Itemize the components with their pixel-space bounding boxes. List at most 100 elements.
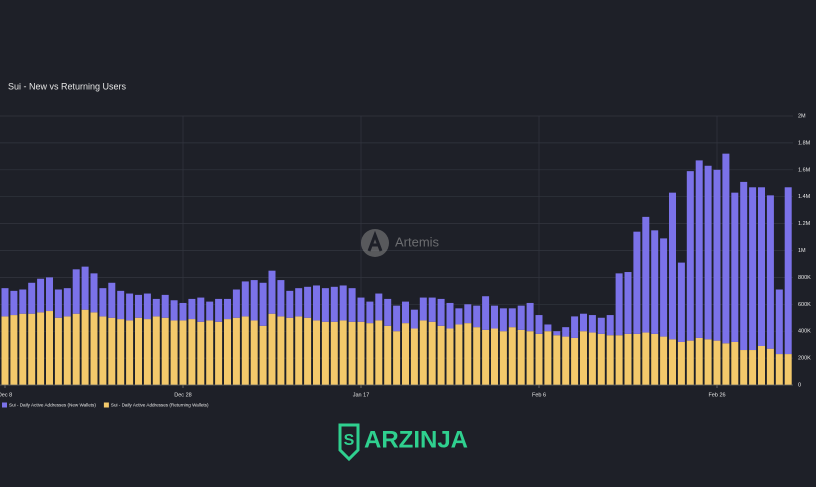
bar-segment [19,289,27,314]
bar-segment [206,301,214,321]
bar-segment [224,298,231,320]
bar-segment [553,331,561,336]
bar-segment [357,321,365,385]
bar-segment [517,329,525,385]
bar-segment [642,332,650,385]
brand-text: ARZINJA [364,426,468,453]
bar-segment [428,297,436,322]
bar-segment [749,350,757,385]
bar-segment [695,337,703,385]
bar-segment [624,333,632,385]
bar-segment [722,153,730,344]
x-tick-label: Feb 26 [708,392,725,398]
bar-segment [179,320,187,385]
bar-segment [99,288,107,317]
bar-segment [108,282,116,318]
y-tick-label: 1.2M [798,221,811,227]
plot: 0 200K 400K 600K 800K 1M 1.2M 1.4M 1.6M 1.8M 2M Dec… [0,113,811,408]
bar-segment [740,181,748,351]
bar-segment [232,317,240,385]
y-tick-label: 800K [798,275,811,281]
bar-segment [446,302,454,329]
bar-segment [126,320,134,385]
bar-segment [571,337,579,385]
bar-segment [339,285,347,321]
bar-segment [375,320,383,385]
chart-title: Sui - New vs Returning Users [8,81,127,91]
bar-segment [330,286,338,322]
bar-segment [259,282,267,326]
bar-segment [295,316,303,385]
bar-segment [615,273,623,336]
bar-segment [749,187,757,351]
bar-segment [491,305,498,329]
bar-segment [72,313,80,385]
watermark-text: Artemis [395,234,440,249]
bar-segment [161,317,169,385]
bar-segment [660,336,668,385]
bar-segment [313,320,320,385]
bar-segment [508,327,516,385]
bar-segment [81,266,89,310]
bar-segment [766,195,774,349]
y-tick-label: 400K [798,329,811,335]
watermark-glyph [367,230,383,252]
bar-segment [393,331,401,385]
bar-segment [677,262,685,342]
bar-segment [268,313,276,385]
bar-segment [28,282,36,314]
bar-segment [731,192,739,342]
bar-segment [152,298,160,317]
bar-segment [437,298,445,326]
bar-segment [313,285,320,321]
y-tick-label: 0 [798,382,801,388]
bar-segment [686,340,694,385]
bar-segment [179,302,187,321]
bar-segment [1,316,9,385]
bar-segment [437,325,445,385]
brand-shield [338,423,360,462]
bar-segment [775,289,783,355]
bar-segment [241,281,249,317]
bar-segment [597,317,605,334]
bar-segment [215,298,223,322]
bar-segment [135,294,142,318]
bar-segment [535,315,543,334]
bar-segment [63,316,71,385]
bar-segment [606,335,614,385]
bar-segment [366,323,374,385]
bar-segment [241,316,249,385]
bar-segment [393,305,401,332]
bar-segment [633,333,641,385]
bar-segment [152,316,160,385]
bar-segment [544,324,552,332]
bar-segment [206,320,214,385]
bar-segment [580,331,587,385]
bar-segment [46,311,53,385]
bar-segment [562,336,570,385]
bar-segment [339,320,347,385]
bar-segment [402,323,409,385]
y-tick-label: 1M [798,248,806,254]
bar-segment [1,288,9,317]
bar-segment [250,320,258,385]
bar-segment [419,320,427,385]
legend-label: Sui - Daily Active Addresses (New Wallet… [9,403,96,408]
bar-segment [19,313,27,385]
bar-segment [63,288,71,317]
bar-segment [188,319,196,385]
bar-segment [286,290,294,318]
bar-segment [464,323,472,385]
bar-segment [713,169,721,341]
bar-segment [72,269,80,314]
bar-segment [526,331,534,385]
bar-segment [108,317,116,385]
bar-segment [90,312,98,385]
bar-segment [117,290,125,320]
bar-segment [669,339,676,385]
bar-segment [695,160,703,338]
bar-segment [54,289,62,318]
bar-segment [758,187,765,346]
y-tick-label: 1.6M [798,167,811,173]
